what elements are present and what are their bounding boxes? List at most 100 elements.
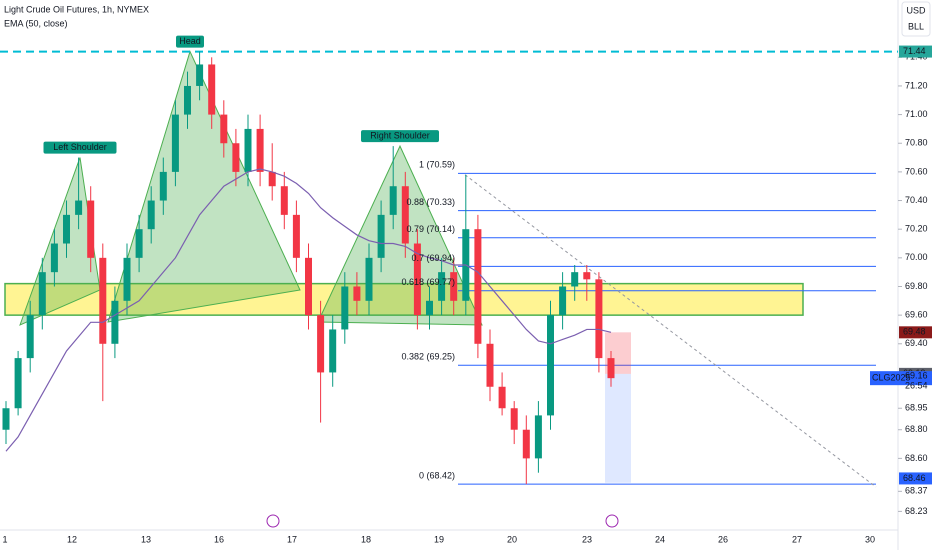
candle-body — [317, 315, 325, 373]
candle-body — [159, 171, 167, 201]
y-tick-label: 69.60 — [905, 310, 928, 320]
candle-body — [2, 408, 10, 430]
pattern-label: Head — [179, 36, 201, 46]
pattern-label: Left Shoulder — [53, 142, 107, 152]
candle-body — [413, 243, 421, 316]
candle-body — [14, 358, 22, 409]
candle-body — [208, 64, 216, 115]
y-tick-label: 70.60 — [905, 166, 928, 176]
candle-body — [268, 171, 276, 187]
candle-body — [220, 114, 228, 144]
y-tick-label: 70.40 — [905, 195, 928, 205]
candle-body — [377, 214, 385, 258]
candle-body — [50, 243, 58, 273]
unit: BLL — [908, 21, 924, 31]
ema-line — [5, 168, 612, 452]
candle-body — [63, 214, 70, 244]
price-label: 69.48 — [903, 327, 926, 337]
candle-body — [486, 343, 494, 387]
plot — [0, 50, 898, 488]
y-tick-label: 69.80 — [905, 281, 928, 291]
candle-body — [534, 415, 542, 459]
y-tick-label: 70.00 — [905, 252, 928, 262]
candle-body — [75, 200, 83, 215]
candle-body — [123, 257, 131, 301]
candle-body — [607, 358, 615, 379]
currency: USD — [906, 5, 926, 15]
candle-body — [87, 200, 95, 258]
price-badge — [899, 326, 932, 339]
y-tick-label: 71.20 — [905, 80, 928, 90]
zone — [4, 282, 804, 316]
symbol-label: CLG2025 — [872, 373, 911, 383]
candle-body — [171, 114, 179, 172]
fib-label: 0.79 (70.14) — [406, 224, 455, 234]
fib-label: 0.7 (69.94) — [411, 253, 455, 263]
last-price-badge — [870, 371, 932, 386]
candle-body — [401, 186, 409, 244]
x-tick-label: 19 — [434, 534, 444, 544]
candle-body — [498, 386, 506, 409]
candle-body — [147, 200, 155, 230]
x-tick-label: 20 — [507, 534, 517, 544]
candle-body — [111, 300, 119, 344]
y-tick-label: 68.37 — [905, 486, 928, 496]
price-badge — [899, 472, 932, 485]
candle-body — [280, 186, 288, 215]
candle-body — [38, 272, 46, 316]
x-tick-label: 27 — [792, 534, 802, 544]
fib-label: 0.618 (69.77) — [401, 277, 455, 287]
candle-body — [522, 429, 530, 459]
y-tick-label: 68.60 — [905, 453, 928, 463]
trend-line — [464, 174, 877, 488]
title: Light Crude Oil Futures, 1h, NYMEX — [4, 4, 149, 14]
candle-body — [135, 229, 143, 258]
candle-body — [595, 279, 603, 359]
x-tick-label: 26 — [718, 534, 728, 544]
x-tick-label: 16 — [214, 534, 224, 544]
y-tick-label: 69.40 — [905, 338, 928, 348]
target-zone — [605, 373, 631, 483]
candle-body — [232, 143, 240, 172]
pattern-badge — [176, 35, 204, 48]
candle-body — [571, 272, 579, 287]
candle-body — [26, 315, 34, 359]
candle-body — [438, 272, 446, 301]
countdown: 26:54 — [905, 381, 928, 391]
x-tick-label: 13 — [141, 534, 151, 544]
candle-body — [474, 229, 482, 344]
pattern-badge — [361, 130, 439, 143]
candle-body — [559, 286, 567, 316]
candle-body — [329, 329, 337, 373]
x-tick-label: 24 — [655, 534, 665, 544]
candle-body — [292, 214, 300, 258]
y-tick-label: 68.23 — [905, 506, 928, 516]
price-label: 71.44 — [903, 46, 926, 56]
candle-body — [353, 286, 361, 301]
candle-body — [426, 300, 433, 316]
price-label: 68.46 — [903, 473, 926, 483]
event-icon[interactable] — [605, 514, 619, 528]
fib-label: 0 (68.42) — [419, 471, 455, 481]
candle-body — [244, 128, 252, 172]
x-tick-label: 30 — [865, 534, 875, 544]
x-tick-label: 17 — [287, 534, 297, 544]
candle-body — [510, 408, 518, 430]
y-tick-label: 68.95 — [905, 403, 928, 413]
y-tick-label: 68.80 — [905, 424, 928, 434]
fib-label: 1 (70.59) — [419, 160, 455, 170]
candle-body — [450, 272, 458, 301]
x-tick-label: 12 — [67, 534, 77, 544]
last-price-label: 69.16 — [905, 371, 928, 381]
pattern-badge — [43, 141, 117, 154]
y-tick-label: 70.20 — [905, 224, 928, 234]
x-tick-label: 1 — [2, 534, 7, 544]
indicator: EMA (50, close) — [4, 18, 68, 28]
currency-box[interactable] — [901, 1, 931, 37]
candle-body — [256, 128, 264, 172]
event-icon[interactable] — [266, 514, 280, 528]
candle-body — [184, 85, 191, 115]
price-badge — [899, 45, 932, 58]
fib-label: 0.88 (70.33) — [406, 197, 455, 207]
pattern-label: Right Shoulder — [370, 130, 430, 140]
